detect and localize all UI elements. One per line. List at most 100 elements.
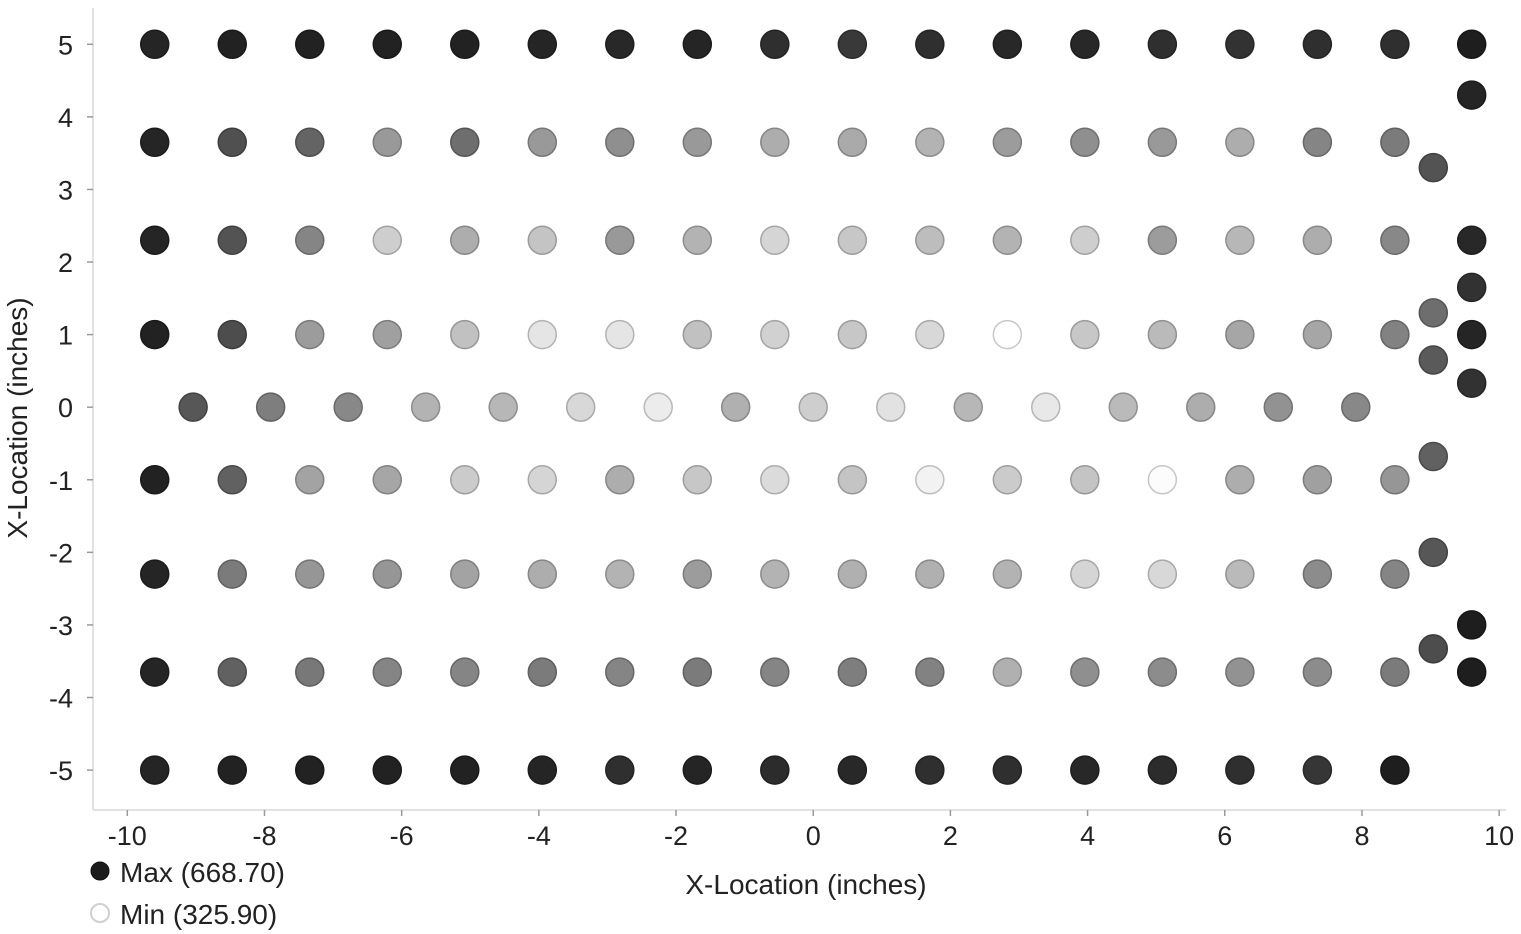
data-point xyxy=(527,127,558,158)
data-point xyxy=(372,127,403,158)
data-points xyxy=(139,29,1487,785)
data-point xyxy=(992,755,1023,785)
data-point xyxy=(1456,368,1487,398)
data-point xyxy=(1186,392,1216,422)
data-point xyxy=(295,127,325,158)
data-point xyxy=(837,657,868,687)
legend-min-label: Min (325.90) xyxy=(120,899,277,930)
data-point xyxy=(295,319,325,350)
data-point xyxy=(139,465,170,495)
data-point xyxy=(1070,127,1100,158)
data-point xyxy=(372,319,403,350)
data-point xyxy=(953,392,983,422)
data-point xyxy=(295,29,325,60)
chart-axes xyxy=(92,8,1506,811)
data-point xyxy=(1225,127,1255,158)
data-point xyxy=(1225,465,1255,495)
data-point xyxy=(139,225,170,256)
data-point xyxy=(488,392,518,422)
data-point xyxy=(682,465,713,495)
y-tick-label: -5 xyxy=(49,756,73,786)
data-point xyxy=(1456,610,1487,640)
data-point xyxy=(527,29,558,60)
data-point xyxy=(1380,319,1410,350)
data-point xyxy=(139,319,170,350)
data-point xyxy=(333,392,363,422)
data-point xyxy=(992,465,1023,495)
data-point xyxy=(915,127,945,158)
data-point xyxy=(139,559,170,589)
y-tick-label: 0 xyxy=(58,393,73,423)
data-point xyxy=(450,29,480,60)
data-point xyxy=(915,657,945,687)
data-point xyxy=(1147,225,1178,256)
data-point xyxy=(1225,29,1255,60)
x-tick-label: -2 xyxy=(664,821,688,851)
data-point xyxy=(1070,657,1100,687)
data-point xyxy=(605,755,635,785)
x-tick-label: 4 xyxy=(1080,821,1095,851)
data-point xyxy=(1302,657,1333,687)
data-point xyxy=(217,319,247,350)
data-point xyxy=(217,29,247,60)
data-point xyxy=(139,755,170,785)
data-point xyxy=(450,657,480,687)
y-tick-label: -1 xyxy=(49,466,73,496)
data-point xyxy=(217,465,247,495)
data-point xyxy=(1456,80,1487,110)
y-tick-label: 2 xyxy=(58,248,73,278)
data-point xyxy=(1418,634,1449,664)
data-point xyxy=(450,225,480,256)
data-point xyxy=(760,225,790,256)
data-point xyxy=(410,392,441,422)
data-point xyxy=(875,392,906,422)
data-point xyxy=(760,127,790,158)
data-point xyxy=(295,755,325,785)
data-point xyxy=(1380,657,1410,687)
data-point xyxy=(837,319,868,350)
data-point xyxy=(527,755,558,785)
data-point xyxy=(1341,392,1371,422)
x-tick-label: -10 xyxy=(108,821,147,851)
data-point xyxy=(1302,127,1333,158)
data-point xyxy=(450,319,480,350)
data-point xyxy=(760,319,790,350)
x-tick-label: -4 xyxy=(527,821,551,851)
data-point xyxy=(1380,225,1410,256)
data-point xyxy=(450,465,480,495)
x-tick-label: 10 xyxy=(1484,821,1514,851)
data-point xyxy=(992,127,1023,158)
data-point xyxy=(1456,225,1487,256)
y-tick-label: -4 xyxy=(49,684,73,714)
data-point xyxy=(1418,298,1449,328)
data-point xyxy=(1225,755,1255,785)
data-point xyxy=(760,559,790,589)
x-tick-label: -8 xyxy=(252,821,276,851)
data-point xyxy=(217,127,247,158)
data-point xyxy=(915,465,945,495)
data-point xyxy=(217,225,247,256)
data-point xyxy=(1147,319,1178,350)
data-point xyxy=(682,319,713,350)
data-point xyxy=(605,465,635,495)
data-point xyxy=(605,559,635,589)
data-point xyxy=(1070,755,1100,785)
x-tick-label: 2 xyxy=(943,821,958,851)
data-point xyxy=(295,465,325,495)
data-point xyxy=(1302,559,1333,589)
data-point xyxy=(1147,657,1178,687)
data-point xyxy=(178,392,208,422)
data-point xyxy=(605,225,635,256)
data-point xyxy=(1070,319,1100,350)
data-point xyxy=(1302,29,1333,60)
data-point xyxy=(605,657,635,687)
data-point xyxy=(837,225,868,256)
data-point xyxy=(798,392,828,422)
data-point xyxy=(1147,559,1178,589)
x-axis-title: X-Location (inches) xyxy=(685,869,926,900)
data-point xyxy=(372,755,403,785)
data-point xyxy=(605,127,635,158)
data-point xyxy=(682,559,713,589)
